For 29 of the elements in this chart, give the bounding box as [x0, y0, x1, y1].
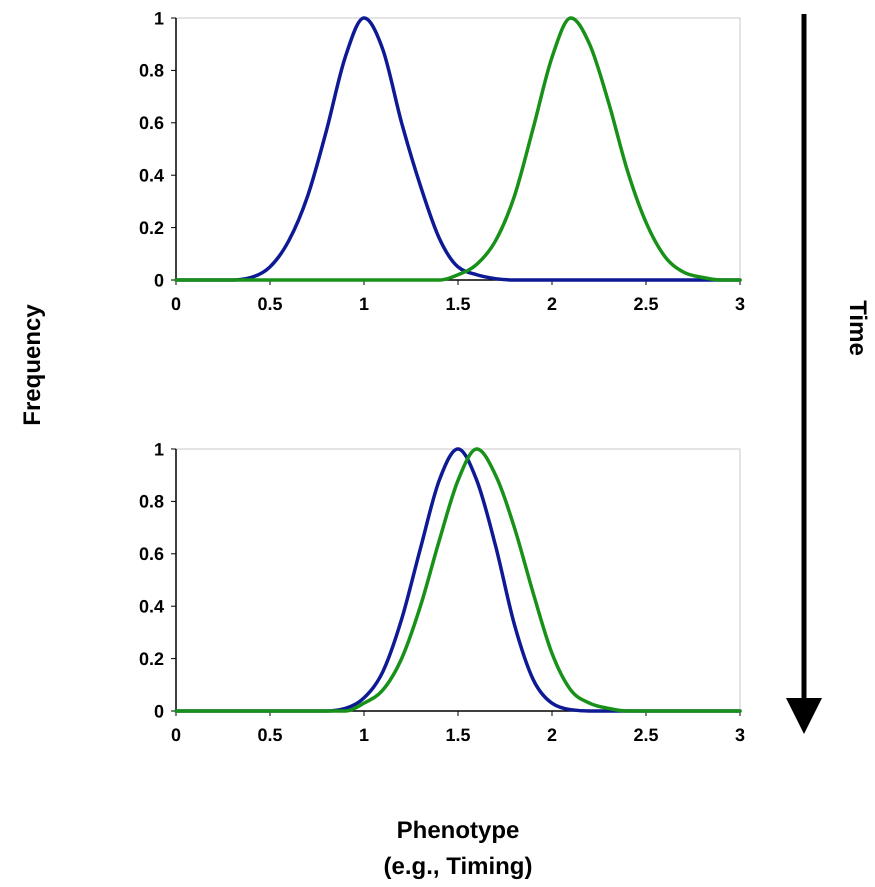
y-tick-label: 0.6: [138, 544, 164, 564]
x-tick-label: 1: [358, 294, 370, 314]
x-tick-label: 1.5: [445, 725, 471, 745]
y-tick-label: 1: [154, 8, 164, 28]
x-tick-label: 0: [170, 294, 182, 314]
x-tick-label: 1: [358, 725, 370, 745]
y-tick-label: 0.4: [138, 166, 164, 186]
x-tick-label: 2: [546, 725, 558, 745]
y-tick-label: 0.2: [138, 218, 164, 238]
x-tick-label: 0.5: [257, 294, 283, 314]
x-tick-label: 2: [546, 294, 558, 314]
x-tick-label: 2.5: [633, 294, 659, 314]
x-tick-label: 0.5: [257, 725, 283, 745]
x-tick-label: 0: [170, 725, 182, 745]
y-tick-label: 0: [154, 270, 164, 290]
y-tick-label: 0.2: [138, 648, 164, 669]
x-tick-label: 1.5: [445, 294, 471, 314]
x-tick-label: 3: [734, 725, 746, 745]
y-axis-title: Frequency: [19, 304, 46, 426]
x-tick-label: 2.5: [633, 725, 659, 745]
x-tick-label: 3: [734, 294, 746, 314]
y-tick-label: 0.4: [138, 596, 164, 616]
y-tick-label: 0.6: [138, 113, 164, 134]
y-tick-label: 1: [154, 439, 164, 460]
y-tick-label: 0.8: [138, 492, 164, 512]
y-tick-label: 0: [154, 701, 164, 722]
y-tick-label: 0.8: [138, 60, 164, 81]
text: Time: [844, 300, 871, 356]
x-axis-title: Phenotype (e.g., Timing): [384, 817, 532, 880]
